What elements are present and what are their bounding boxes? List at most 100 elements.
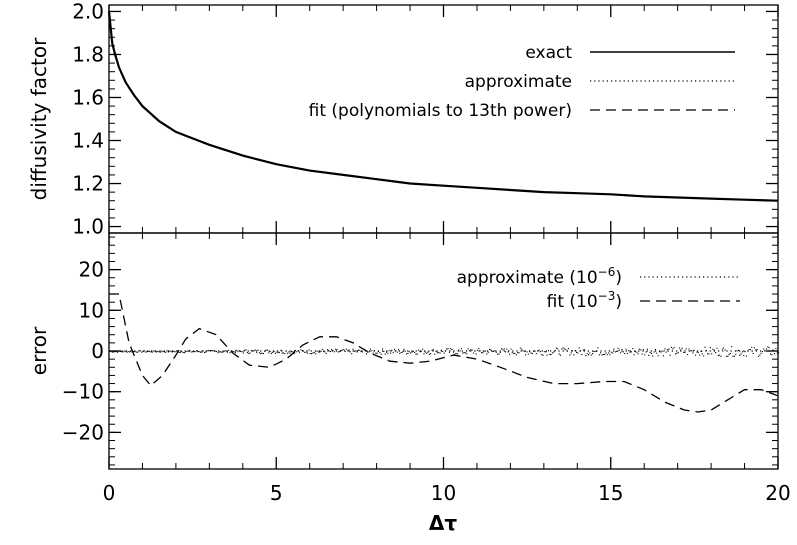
error-dot — [280, 349, 282, 351]
error-dot — [126, 351, 128, 353]
error-dot — [250, 350, 252, 352]
error-dot — [127, 351, 129, 353]
error-dot — [402, 351, 404, 353]
error-dot — [645, 351, 647, 353]
error-dot — [634, 351, 636, 353]
error-dot — [129, 351, 131, 353]
x-tick-label: 5 — [270, 481, 283, 505]
error-dot — [196, 350, 198, 352]
error-dot — [427, 351, 429, 353]
x-tick-label: 15 — [598, 481, 623, 505]
error-dot — [118, 350, 120, 352]
error-dot — [309, 353, 311, 355]
error-dot — [495, 351, 497, 353]
error-dot — [448, 351, 450, 353]
error-dot — [415, 353, 417, 355]
error-dot — [440, 349, 442, 351]
legend-label: approximate — [465, 72, 572, 92]
error-dot — [426, 352, 428, 354]
error-dot — [711, 353, 713, 355]
error-dot — [343, 349, 345, 351]
error-dot — [119, 350, 121, 352]
error-dot — [197, 351, 199, 353]
error-dot — [628, 350, 630, 352]
error-dot — [137, 351, 139, 353]
error-dot — [269, 351, 271, 353]
error-dot — [406, 353, 408, 355]
error-dot — [539, 351, 541, 353]
error-dot — [709, 347, 711, 349]
error-dot — [768, 347, 770, 349]
error-dot — [767, 346, 769, 348]
error-dot — [452, 351, 454, 353]
error-dot — [300, 349, 302, 351]
top-x-ticks — [108, 5, 779, 233]
error-dot — [158, 351, 160, 353]
error-dot — [565, 349, 567, 351]
error-dot — [170, 351, 172, 353]
error-dot — [320, 350, 322, 352]
error-dot — [317, 351, 319, 353]
error-dot — [113, 351, 115, 353]
error-dot — [652, 355, 654, 357]
error-dot — [260, 352, 262, 354]
error-dot — [721, 348, 723, 350]
error-dot — [729, 353, 731, 355]
top-legend: exact approximate fit (polynomials to 13th… — [309, 43, 735, 121]
error-dot — [581, 353, 583, 355]
error-dot — [514, 352, 516, 354]
error-dot — [241, 351, 243, 353]
error-dot — [192, 351, 194, 353]
error-dot — [713, 349, 715, 351]
error-dot — [684, 352, 686, 354]
error-dot — [394, 348, 396, 350]
error-dot — [717, 355, 719, 357]
error-dot — [658, 351, 660, 353]
error-dot — [183, 352, 185, 354]
error-dot — [398, 349, 400, 351]
error-dot — [139, 350, 141, 352]
error-dot — [649, 351, 651, 353]
error-dot — [685, 348, 687, 350]
error-dot — [598, 354, 600, 356]
error-dot — [753, 347, 755, 349]
error-dot — [291, 351, 293, 353]
error-dot — [499, 351, 501, 353]
error-dot — [466, 353, 468, 355]
error-dot — [563, 348, 565, 350]
error-dot — [450, 348, 452, 350]
error-dot — [315, 353, 317, 355]
error-dot — [689, 350, 691, 352]
error-dot — [716, 347, 718, 349]
error-dot — [274, 352, 276, 354]
error-dot — [772, 349, 774, 351]
error-dot — [174, 351, 176, 353]
top-y-axis-title: diffusivity factor — [27, 37, 51, 200]
error-dot — [523, 350, 525, 352]
error-dot — [347, 350, 349, 352]
error-dot — [200, 351, 202, 353]
error-dot — [217, 352, 219, 354]
error-dot — [618, 349, 620, 351]
error-dot — [697, 352, 699, 354]
error-dot — [592, 353, 594, 355]
error-dot — [503, 348, 505, 350]
error-dot — [311, 353, 313, 355]
error-dot — [189, 349, 191, 351]
error-dot — [737, 349, 739, 351]
error-dot — [558, 353, 560, 355]
error-dot — [185, 351, 187, 353]
error-dot — [335, 348, 337, 350]
error-dot — [442, 351, 444, 353]
error-dot — [337, 351, 339, 353]
error-dot — [507, 351, 509, 353]
error-dot — [435, 350, 437, 352]
error-dot — [307, 352, 309, 354]
error-dot — [304, 351, 306, 353]
error-dot — [327, 349, 329, 351]
error-dot — [573, 354, 575, 356]
error-dot — [431, 349, 433, 351]
error-dot — [616, 350, 618, 352]
error-dot — [727, 355, 729, 357]
error-dot — [344, 350, 346, 352]
